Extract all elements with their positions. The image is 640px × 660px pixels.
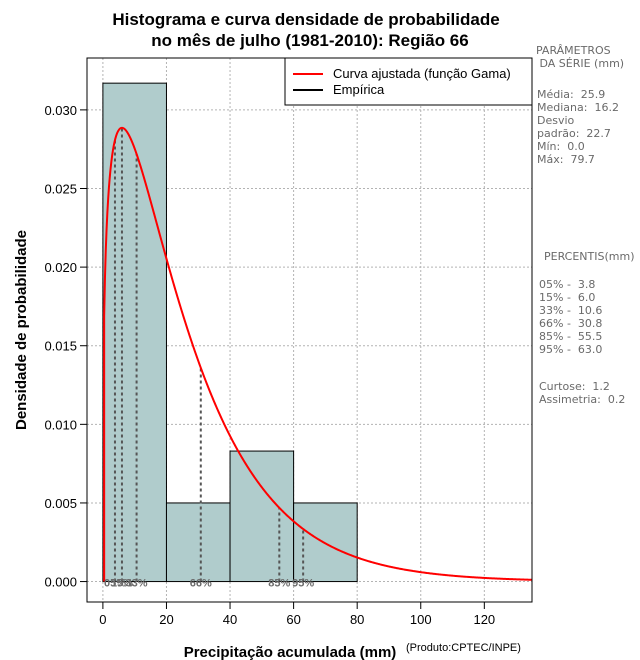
legend-label-empirical: Empírica <box>333 82 385 97</box>
x-tick-label: 80 <box>350 612 364 627</box>
percentile-label: 15% <box>111 578 133 590</box>
histogram-bar <box>165 502 231 583</box>
y-tick-label: 0.020 <box>44 260 77 275</box>
legend: Curva ajustada (função Gama) Empírica <box>284 57 533 106</box>
x-tick-label: 40 <box>223 612 237 627</box>
chart-title-line-2: no mês de julho (1981-2010): Região 66 <box>151 31 468 50</box>
x-tick-label: 120 <box>473 612 495 627</box>
y-tick-label: 0.015 <box>44 339 77 354</box>
y-tick-label: 0.025 <box>44 181 77 196</box>
percentis-title: PERCENTIS(mm) <box>544 250 635 263</box>
legend-box <box>284 57 533 106</box>
x-tick-label: 60 <box>286 612 300 627</box>
y-axis-title: Densidade de probabilidade <box>13 230 30 430</box>
fitted-curve-layer <box>103 126 532 582</box>
percentile-label: 66% <box>190 578 212 590</box>
percentis-values: 05% - 3.8 15% - 6.0 33% - 10.6 66% - 30.… <box>539 278 603 356</box>
shape-stats: Curtose: 1.2 Assimetria: 0.2 <box>539 380 626 406</box>
legend-label-fitted: Curva ajustada (função Gama) <box>333 66 511 81</box>
percentile-label: 33% <box>126 578 148 590</box>
histogram-bar <box>229 450 295 583</box>
product-credit: (Produto:CPTEC/INPE) <box>406 642 521 654</box>
percentile-label: 05% <box>104 578 126 590</box>
params-title: PARÂMETROS DA SÉRIE (mm) <box>536 44 625 70</box>
chart-title-line-1: Histograma e curva densidade de probabil… <box>112 10 499 29</box>
axes: 0 20 40 60 80 100 120 0.000 0.005 0.010 0.015 0.020… <box>44 103 495 627</box>
y-tick-label: 0.010 <box>44 417 77 432</box>
fitted-curve <box>103 126 532 582</box>
params-values: Média: 25.9 Mediana: 16.2 Desvio padrão:… <box>537 88 619 166</box>
percentile-label: 95% <box>292 578 314 590</box>
percentile-label: 85% <box>268 578 290 590</box>
y-tick-label: 0.000 <box>44 575 77 590</box>
x-tick-label: 20 <box>159 612 173 627</box>
x-tick-label: 100 <box>410 612 432 627</box>
x-tick-label: 0 <box>99 612 106 627</box>
percentile-lines <box>113 127 305 582</box>
y-tick-label: 0.030 <box>44 103 77 118</box>
y-tick-label: 0.005 <box>44 496 77 511</box>
histogram-bars <box>102 82 358 583</box>
histogram-bar <box>102 82 167 583</box>
percentile-labels: 05%15%33% 66% 85% 95% <box>104 578 314 590</box>
x-axis-title: Precipitação acumulada (mm) <box>184 644 397 660</box>
